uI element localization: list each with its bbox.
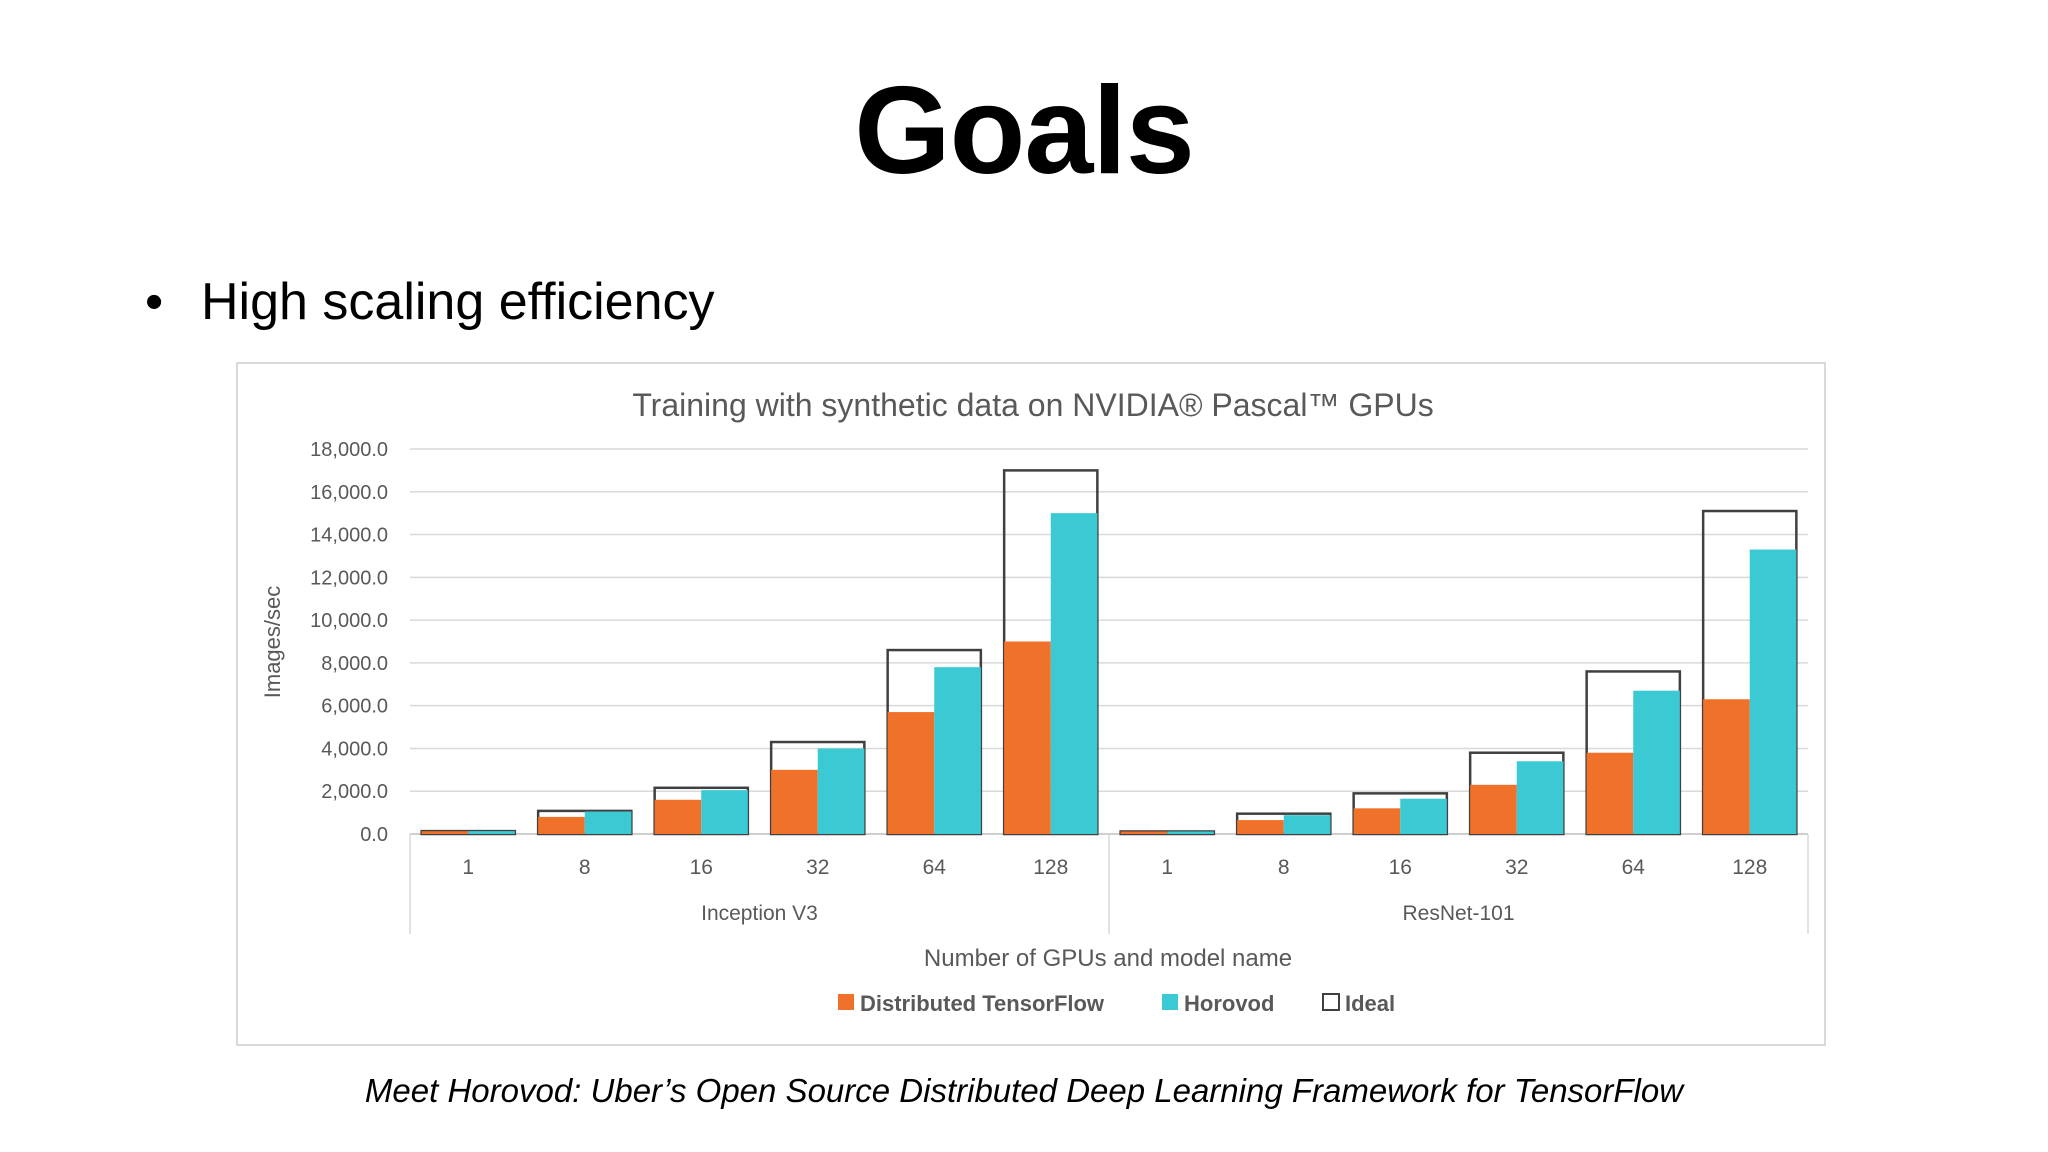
bar-distributed-tensorflow: [1120, 831, 1168, 834]
bar-horovod: [1167, 831, 1214, 834]
legend-swatch: [838, 994, 854, 1010]
bullet-text: High scaling efficiency: [201, 273, 715, 331]
legend-label: Ideal: [1345, 991, 1395, 1016]
y-tick-label: 0.0: [360, 824, 388, 846]
x-tick-label: 32: [1505, 856, 1528, 879]
group-label: ResNet-101: [1402, 902, 1514, 925]
y-tick-label: 14,000.0: [310, 525, 388, 547]
bar-horovod: [701, 790, 748, 834]
y-tick-label: 8,000.0: [321, 653, 388, 675]
y-tick-label: 18,000.0: [310, 439, 388, 461]
bar-horovod: [468, 831, 515, 834]
bullet-dot: •: [145, 273, 164, 331]
bar-distributed-tensorflow: [1353, 808, 1401, 834]
chart-frame: Training with synthetic data on NVIDIA® …: [236, 362, 1826, 1046]
bar-distributed-tensorflow: [1237, 820, 1284, 834]
x-tick-label: 1: [1161, 856, 1173, 879]
bar-distributed-tensorflow: [421, 831, 469, 834]
legend-swatch: [1322, 993, 1340, 1011]
bullet-item: • High scaling efficiency: [145, 272, 715, 332]
bar-distributed-tensorflow: [654, 799, 702, 834]
x-tick-label: 128: [1033, 856, 1068, 879]
bar-distributed-tensorflow: [1004, 641, 1051, 834]
legend-label: Horovod: [1184, 991, 1274, 1016]
x-tick-label: 128: [1732, 856, 1767, 879]
y-tick-label: 2,000.0: [321, 781, 388, 803]
bar-horovod: [1050, 513, 1098, 834]
y-tick-label: 6,000.0: [321, 696, 388, 718]
legend-label: Distributed TensorFlow: [860, 991, 1105, 1016]
x-tick-label: 8: [1278, 856, 1290, 879]
x-tick-label: 64: [1622, 856, 1646, 879]
group-label: Inception V3: [701, 902, 818, 925]
y-tick-label: 10,000.0: [310, 610, 388, 632]
bar-distributed-tensorflow: [1703, 699, 1750, 834]
x-tick-label: 1: [462, 856, 474, 879]
x-tick-label: 32: [806, 856, 829, 879]
y-axis-label: Images/sec: [260, 586, 285, 699]
bar-distributed-tensorflow: [538, 816, 585, 834]
y-tick-label: 4,000.0: [321, 738, 388, 760]
chart-title: Training with synthetic data on NVIDIA® …: [632, 387, 1433, 423]
bar-distributed-tensorflow: [1470, 784, 1517, 834]
slide-title: Goals: [854, 62, 1195, 200]
bar-horovod: [1749, 549, 1797, 834]
legend-swatch: [1162, 994, 1178, 1010]
source-caption: Meet Horovod: Uber’s Open Source Distrib…: [364, 1072, 1684, 1109]
x-axis-label: Number of GPUs and model name: [924, 945, 1292, 972]
bar-horovod: [1400, 798, 1447, 834]
x-tick-label: 8: [579, 856, 591, 879]
bar-horovod: [584, 811, 632, 834]
bar-distributed-tensorflow: [1586, 752, 1634, 834]
bar-horovod: [934, 667, 981, 834]
y-tick-label: 16,000.0: [310, 482, 388, 504]
bar-chart: Training with synthetic data on NVIDIA® …: [260, 387, 1809, 1016]
y-tick-label: 12,000.0: [310, 567, 388, 589]
bar-distributed-tensorflow: [887, 712, 935, 834]
bar-horovod: [1516, 761, 1564, 834]
bar-horovod: [817, 748, 865, 834]
x-tick-label: 16: [690, 856, 713, 879]
x-tick-label: 16: [1389, 856, 1412, 879]
bar-horovod: [1283, 815, 1331, 834]
x-tick-label: 64: [923, 856, 947, 879]
bar-horovod: [1633, 690, 1680, 834]
bar-distributed-tensorflow: [771, 769, 818, 834]
